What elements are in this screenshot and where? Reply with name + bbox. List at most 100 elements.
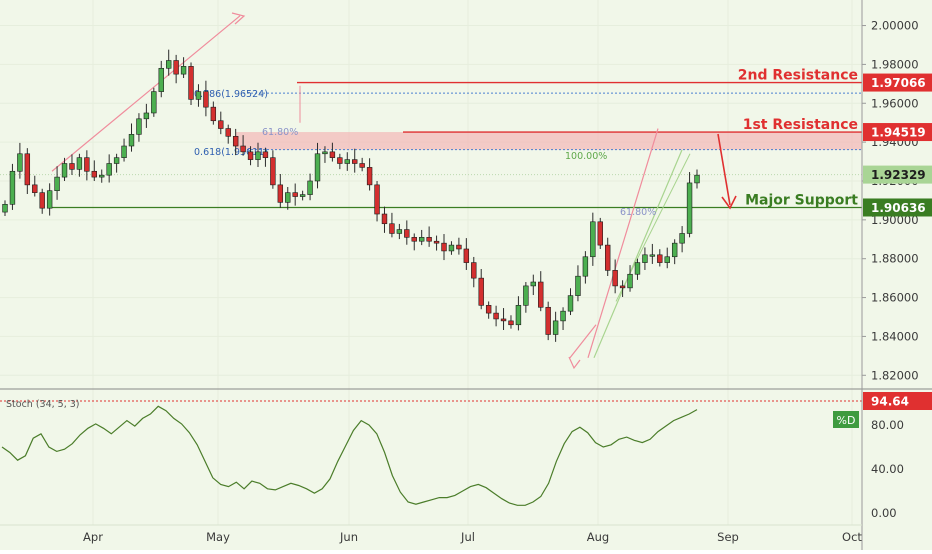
candle-body (634, 262, 641, 275)
candle-body (657, 254, 663, 263)
price-tick-label: 1.98000 (871, 57, 919, 71)
impulse-line-a (587, 128, 659, 358)
first-resistance-label: 1st Resistance (743, 117, 858, 133)
candle-body (627, 273, 633, 289)
major-support-price-text: 1.90636 (871, 201, 926, 215)
candle-body (188, 66, 194, 100)
stoch-value-badge-text: 94.64 (871, 395, 909, 409)
stoch-d-badge-bg (833, 411, 859, 428)
resistance-zone (236, 132, 862, 150)
candle-body (255, 151, 261, 160)
candle-body (441, 242, 447, 252)
price-tick-label: 1.82000 (871, 368, 919, 382)
level-labels: 1.97066 1.94519 1.92329 1.90636 94.64 2nd Res… (738, 68, 932, 428)
candle-body (113, 157, 120, 164)
candle-body (240, 145, 246, 153)
candle-body (173, 60, 179, 75)
candle-body (99, 174, 105, 178)
retrace-line (569, 324, 597, 359)
price-tick-label: 1.88000 (871, 252, 919, 266)
candle-body (448, 244, 455, 252)
candle-body (322, 151, 328, 155)
candle-body (210, 106, 217, 122)
candle-body (538, 281, 544, 308)
candle-body (418, 237, 425, 242)
candle-body (590, 221, 596, 258)
candle-body (203, 91, 209, 108)
candle-body (121, 145, 127, 158)
candle-body (165, 60, 172, 69)
candle-body (180, 66, 187, 75)
candle-body (649, 254, 656, 257)
candle-body (545, 306, 551, 335)
candle-body (128, 134, 135, 147)
impulse-line-b (593, 149, 683, 359)
candle-body (292, 192, 298, 197)
candle-body (605, 244, 611, 271)
time-tick-label: Sep (717, 530, 739, 544)
grid (0, 0, 862, 525)
major-support-price-bg (863, 198, 932, 217)
candle-body (366, 167, 373, 186)
candle-body (582, 256, 589, 277)
retrace-arrowhead (568, 356, 581, 370)
time-tick-label: Jul (460, 530, 475, 544)
stoch-tick-label: 0.00 (871, 506, 897, 520)
candle-body (515, 305, 522, 326)
candle-body (471, 262, 477, 279)
candle-body (247, 151, 254, 160)
candle-body (314, 153, 321, 182)
candle-body (106, 163, 112, 176)
stoch-tick-label: 80.00 (871, 418, 904, 432)
candle-body (552, 320, 559, 335)
last-price-badge-text: 1.92329 (871, 168, 926, 182)
candle-body (426, 237, 432, 242)
candle-body (76, 157, 83, 170)
candle-body (664, 256, 670, 263)
time-tick-label: Oct (842, 530, 862, 544)
candle-body (381, 213, 388, 225)
candle-body (262, 151, 269, 158)
candle-body (17, 153, 23, 172)
first-resistance-price-bg (863, 123, 932, 142)
stoch-line (1, 405, 698, 506)
candle-body (679, 233, 685, 244)
uptrend-arrowhead (231, 12, 246, 25)
candle-body (597, 221, 603, 246)
price-tick-label: 1.96000 (871, 96, 919, 110)
resistance-zone-band (236, 132, 862, 150)
stoch-tick-label: 40.00 (871, 462, 904, 476)
candle-body (671, 242, 678, 258)
candle-body (567, 295, 574, 312)
candle-body (456, 244, 462, 250)
candle-body (359, 163, 365, 168)
projection-arrow (717, 133, 731, 206)
candle-body (195, 91, 202, 100)
major-support-label: Major Support (745, 192, 858, 208)
uptrend-line (51, 15, 241, 172)
candle-body (389, 223, 395, 234)
price-tick-label: 2.00000 (871, 19, 919, 33)
stochastic-pane: Stoch (34, 5, 3) (0, 388, 932, 506)
candle-body (560, 310, 566, 322)
second-resistance-label: 2nd Resistance (738, 68, 858, 84)
candle-body (493, 312, 499, 320)
candle-body (478, 277, 484, 306)
drawings: 0.786(1.96524) 0.618(1.93611) 61.80% 100.00… (0, 12, 862, 370)
candle-body (84, 157, 90, 172)
candle-body (352, 159, 358, 164)
candles (2, 49, 700, 342)
fib-786-label: 0.786(1.96524) (194, 89, 268, 100)
candle-body (143, 112, 150, 120)
second-resistance-price-bg (863, 73, 932, 92)
second-resistance-price-text: 1.97066 (871, 76, 926, 90)
candle-body (285, 192, 291, 203)
candle-body (642, 254, 648, 263)
candle-body (32, 184, 38, 193)
candle-body (329, 151, 336, 158)
candle-body (225, 128, 231, 137)
impulse-line-c (615, 153, 691, 302)
candle-body (2, 204, 8, 213)
